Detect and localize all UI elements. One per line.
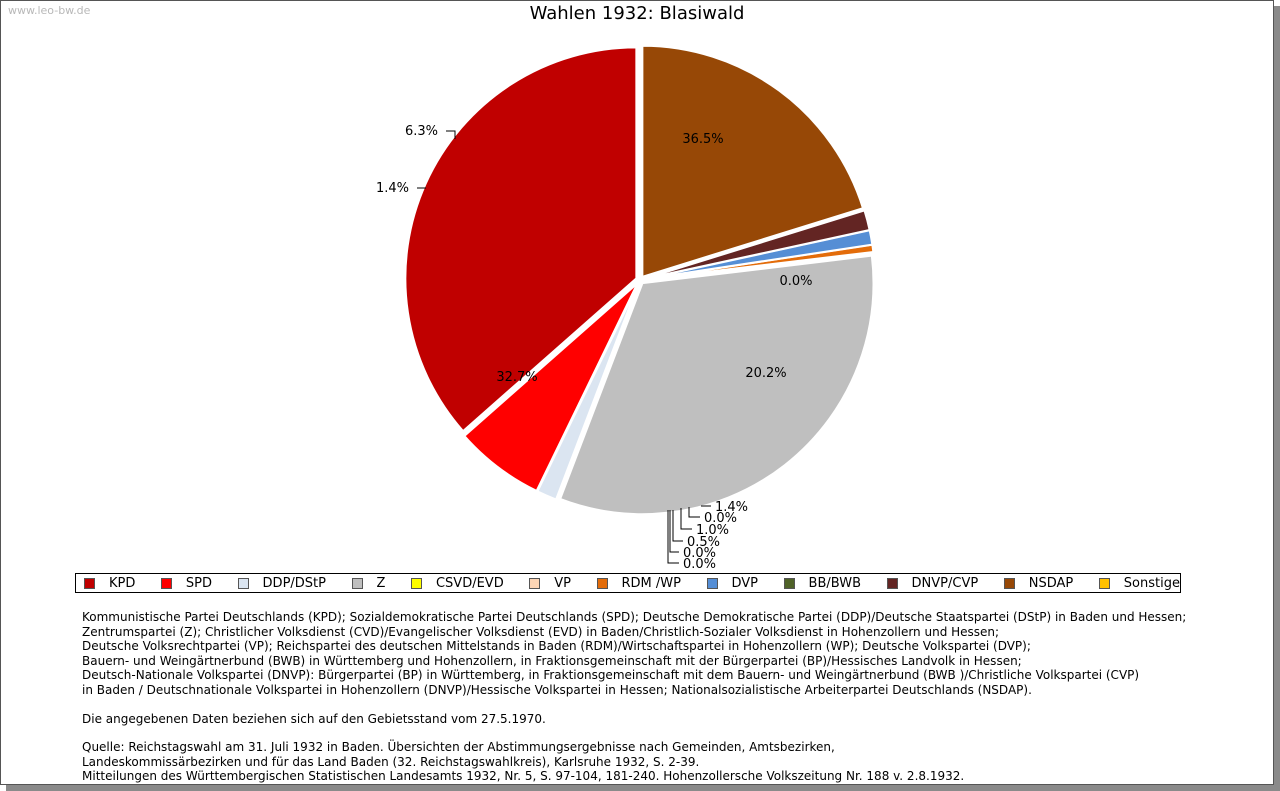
- notes-line: Deutsche Volksrechtpartei (VP); Reichspa…: [82, 639, 1031, 654]
- legend-label: RDM /WP: [621, 575, 681, 591]
- legend-swatch: [529, 577, 541, 589]
- pie-slice-kpd: [404, 46, 638, 433]
- slice-label-spd: 6.3%: [405, 124, 438, 139]
- slice-label-sonstige: 0.0%: [779, 274, 812, 289]
- legend-item-kpd: KPD: [84, 576, 135, 591]
- legend-swatch: [351, 577, 363, 589]
- legend-swatch: [886, 577, 898, 589]
- slice-label-ddp-dstp: 1.4%: [376, 181, 409, 196]
- legend-item-dnvp-cvp: DNVP/CVP: [886, 575, 979, 591]
- notes-line: Kommunistische Partei Deutschlands (KPD)…: [82, 610, 1187, 624]
- legend-swatch: [410, 577, 422, 589]
- pie-slice-nsdap: [641, 44, 865, 279]
- label-leader-line: [667, 510, 679, 564]
- legend-label: VP: [554, 575, 571, 591]
- pie-slice-spd: [462, 282, 639, 493]
- legend-item-sonstige: Sonstige: [1098, 575, 1180, 591]
- slice-label-bb-bwb: 0.0%: [704, 511, 737, 526]
- legend-item-ddp-dstp: DDP/DStP: [237, 575, 326, 591]
- label-leader-line: [688, 507, 700, 518]
- source-line: Quelle: Reichstagswahl am 31. Juli 1932 …: [82, 740, 835, 755]
- slice-label-kpd: 36.5%: [682, 132, 723, 147]
- label-leader-line: [669, 510, 679, 553]
- legend-swatch: [237, 577, 249, 589]
- legend-swatch: [783, 577, 795, 589]
- legend-item-vp: VP: [529, 576, 571, 591]
- slice-label-vp: 0.0%: [683, 546, 716, 561]
- gebietsstand-note: Die angegebenen Daten beziehen sich auf …: [82, 711, 546, 726]
- source-line: Landeskommissärbezirken und für das Land…: [82, 754, 700, 769]
- legend-label: SPD: [185, 575, 213, 591]
- legend-label: CSVD/EVD: [435, 575, 504, 591]
- pie-slice-z: [558, 254, 875, 516]
- slice-label-z: 32.7%: [496, 370, 537, 385]
- slice-label-nsdap: 20.2%: [745, 366, 786, 381]
- slice-label-csvd-evd: 0.0%: [683, 557, 716, 572]
- legend-label: DNVP/CVP: [911, 575, 979, 591]
- legend-label: KPD: [109, 575, 136, 591]
- legend-swatch: [1003, 577, 1015, 589]
- slice-label-dnvp-cvp: 1.4%: [715, 500, 748, 515]
- legend-label: DDP/DStP: [262, 575, 326, 591]
- legend-swatch: [706, 577, 718, 589]
- legend-swatch: [596, 577, 608, 589]
- watermark: www.leo-bw.de: [8, 4, 91, 17]
- pie-slice-dnvp-cvp: [643, 209, 871, 280]
- legend-item-nsdap: NSDAP: [1003, 575, 1074, 591]
- slice-label-dvp: 1.0%: [696, 523, 729, 538]
- label-leader-line: [446, 130, 456, 139]
- pie-slice-ddp-dstp: [536, 283, 640, 501]
- legend-item-z: Z: [351, 575, 386, 591]
- notes: Kommunistische Partei Deutschlands (KPD)…: [82, 610, 1232, 784]
- legend-swatch: [1098, 577, 1110, 589]
- source-line: Mitteilungen des Württembergischen Stati…: [82, 769, 965, 784]
- notes-line: Bauern- und Weingärtnerbund (BWB) in Wür…: [82, 653, 1022, 668]
- legend: KPD SPD DDP/DStP Z CSVD/EVD VP RDM /WP DVP BB/BW…: [75, 573, 1181, 593]
- legend-item-bb-bwb: BB/BWB: [783, 575, 861, 591]
- legend-item-spd: SPD: [160, 575, 213, 591]
- legend-item-dvp: DVP: [706, 575, 759, 591]
- notes-line: Deutsch-Nationale Volkspartei (DNVP): Bü…: [82, 668, 1140, 683]
- legend-swatch: [84, 577, 95, 589]
- legend-label: Z: [376, 575, 386, 591]
- legend-swatch: [160, 577, 172, 589]
- label-leader-line: [680, 508, 692, 530]
- legend-label: NSDAP: [1028, 575, 1074, 591]
- notes-line: in Baden / Deutschnationale Volkspartei …: [82, 682, 1032, 697]
- chart-title: Wahlen 1932: Blasiwald: [529, 3, 745, 24]
- legend-label: Sonstige: [1123, 575, 1180, 591]
- legend-label: DVP: [731, 575, 759, 591]
- pie-chart: 36.5%6.3%1.4%32.7%0.0%0.0%0.5%1.0%0.0%1.…: [376, 44, 875, 572]
- notes-line: Zentrumspartei (Z); Christlicher Volksdi…: [82, 624, 1000, 639]
- label-leader-line: [672, 510, 683, 542]
- slice-label-rdm-wp: 0.5%: [687, 535, 720, 550]
- legend-label: BB/BWB: [808, 575, 861, 591]
- legend-item-rdm-wp: RDM /WP: [596, 575, 681, 591]
- legend-item-csvd-evd: CSVD/EVD: [410, 575, 504, 591]
